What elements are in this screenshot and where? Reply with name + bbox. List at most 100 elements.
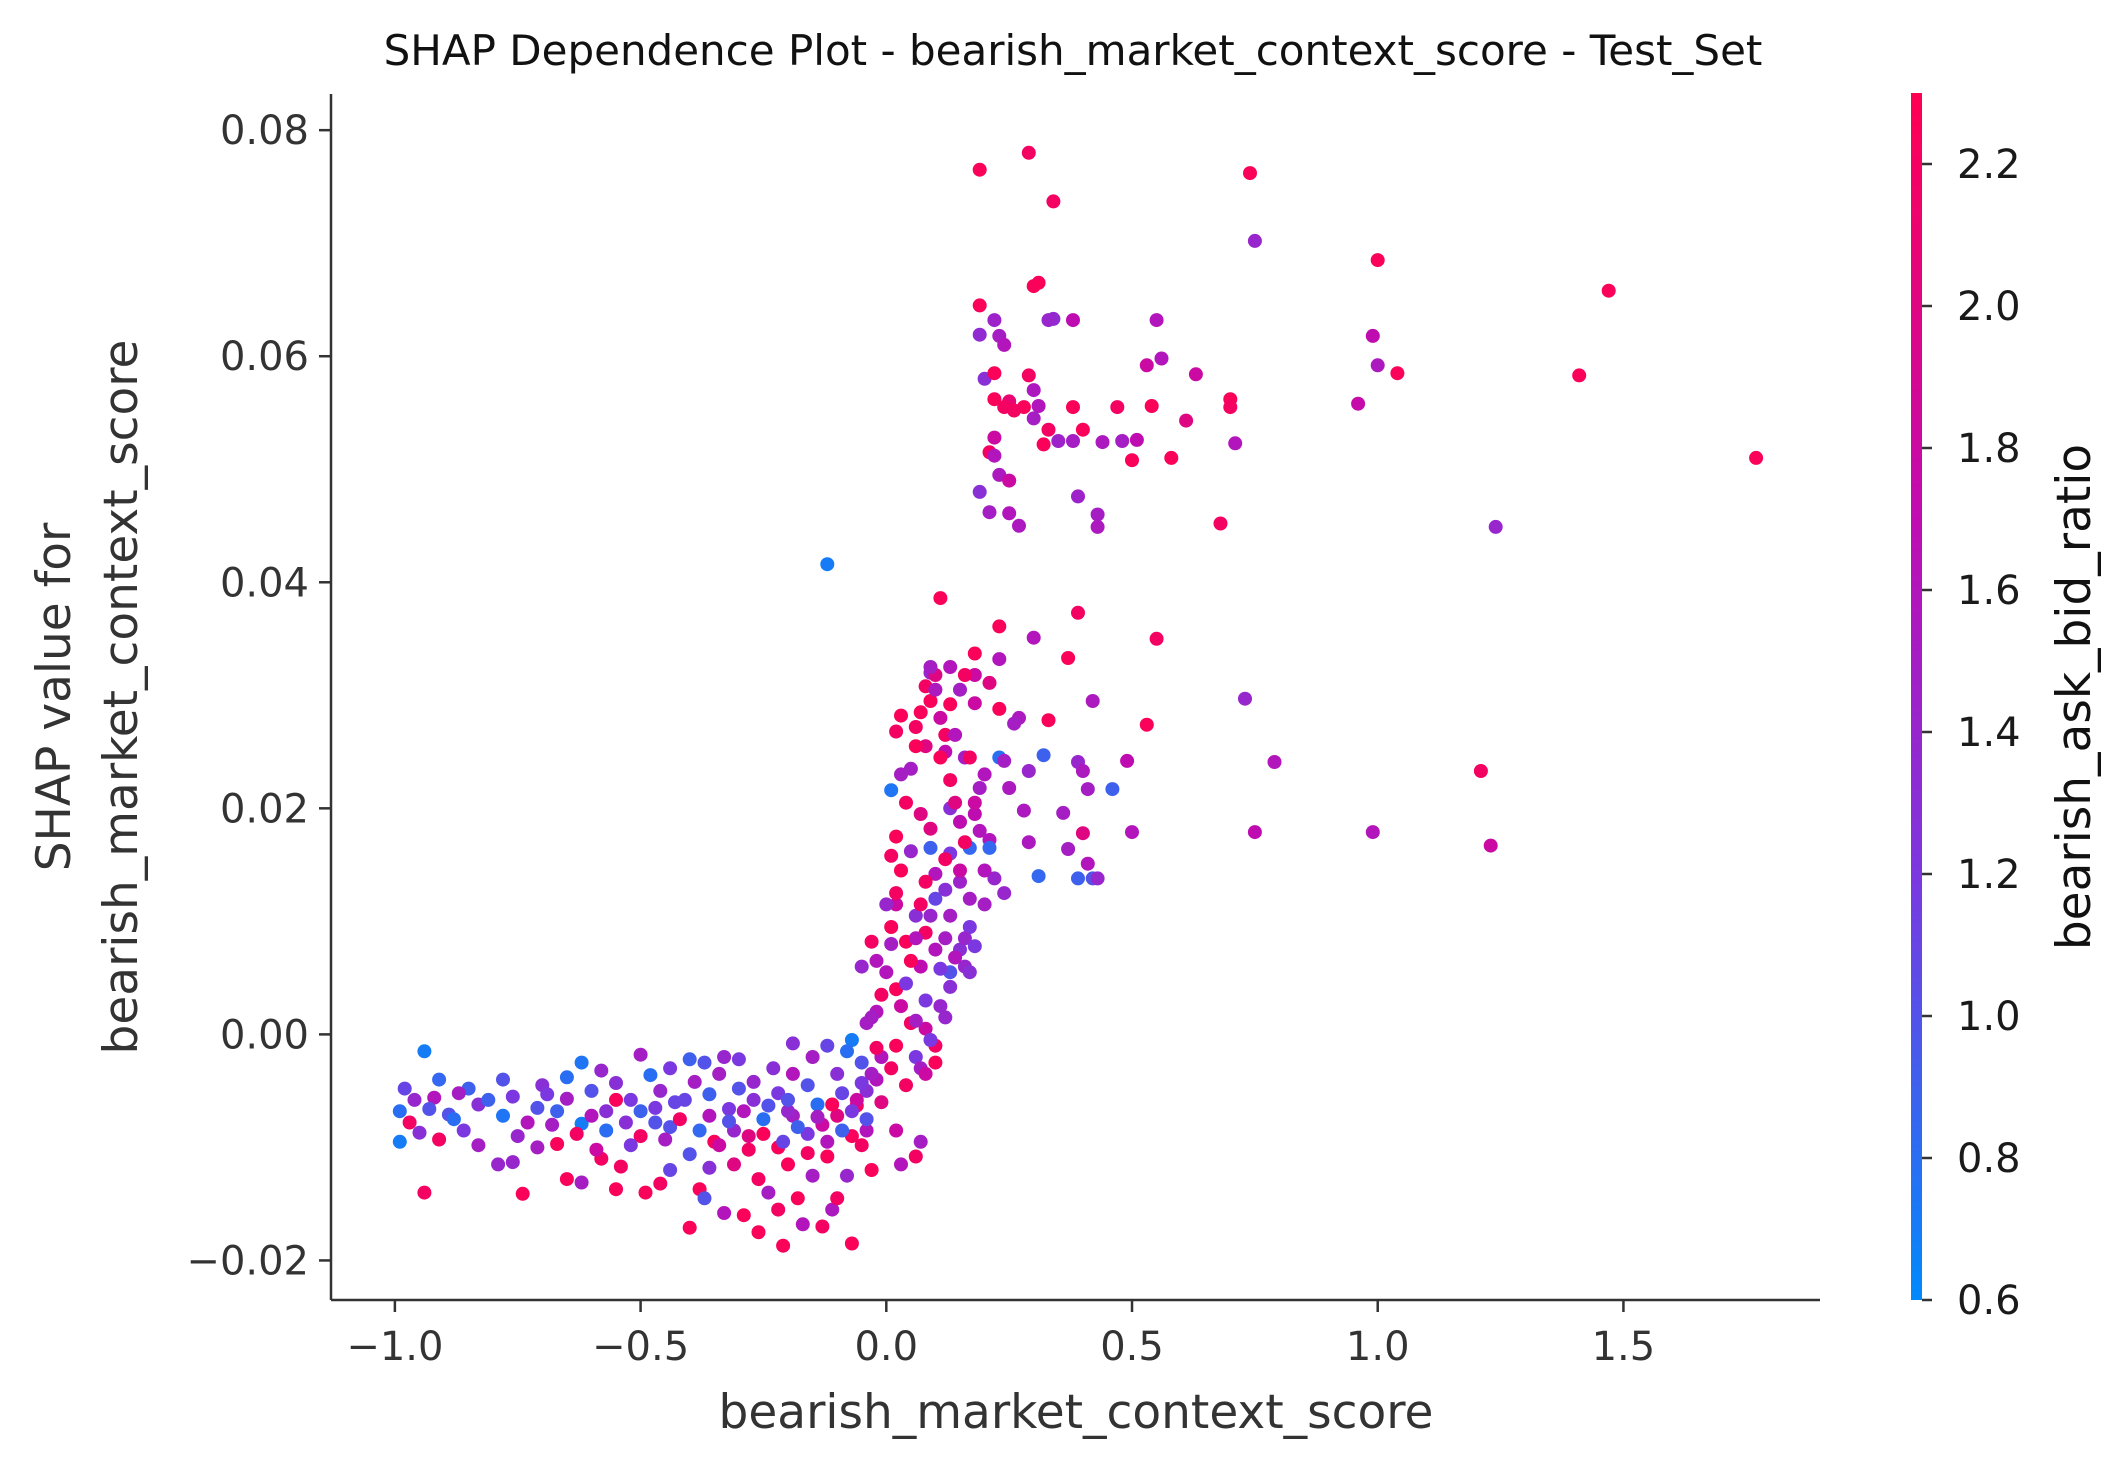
scatter-point xyxy=(1031,869,1046,884)
scatter-point xyxy=(1601,283,1616,298)
scatter-point xyxy=(751,1225,766,1240)
scatter-point xyxy=(889,1123,904,1138)
scatter-point xyxy=(1243,166,1257,181)
scatter-point xyxy=(854,1138,869,1153)
scatter-point xyxy=(987,366,1002,381)
scatter-point xyxy=(712,1138,727,1153)
scatter-point xyxy=(1179,413,1194,428)
scatter-point xyxy=(633,1047,648,1062)
scatter-point xyxy=(908,931,923,946)
scatter-point xyxy=(1080,856,1095,871)
scatter-point xyxy=(702,1087,717,1102)
scatter-point xyxy=(957,931,972,946)
scatter-point xyxy=(712,1066,727,1081)
scatter-point xyxy=(422,1102,437,1116)
scatter-point xyxy=(938,1010,953,1025)
scatter-point xyxy=(923,908,938,923)
scatter-point xyxy=(913,1134,928,1149)
scatter-point xyxy=(844,1033,859,1047)
scatter-point xyxy=(918,739,933,754)
scatter-point xyxy=(1007,716,1022,731)
scatter-point xyxy=(692,1123,707,1138)
scatter-point xyxy=(967,646,982,661)
scatter-point xyxy=(550,1137,565,1151)
scatter-point xyxy=(948,727,963,742)
scatter-point xyxy=(820,1038,835,1053)
scatter-point xyxy=(1090,519,1105,534)
colorbar-tick-label: 1.8 xyxy=(1957,426,2021,472)
scatter-point xyxy=(923,840,938,855)
scatter-point xyxy=(889,1038,904,1053)
scatter-point xyxy=(1223,400,1238,415)
scatter-point xyxy=(505,1089,520,1104)
scatter-point xyxy=(1046,194,1061,209)
scatter-point xyxy=(1164,450,1179,465)
scatter-point xyxy=(397,1081,412,1096)
scatter-point xyxy=(977,767,992,782)
scatter-point xyxy=(1129,432,1144,447)
scatter-point xyxy=(874,987,889,1002)
scatter-point xyxy=(967,807,982,821)
scatter-point xyxy=(623,1138,638,1153)
scatter-point xyxy=(967,939,982,954)
scatter-point xyxy=(722,1102,736,1116)
scatter-point xyxy=(894,1157,908,1172)
scatter-point xyxy=(761,1098,776,1113)
scatter-point xyxy=(781,1157,795,1172)
scatter-point xyxy=(864,1163,879,1177)
scatter-point xyxy=(432,1132,447,1147)
scatter-point xyxy=(559,1172,574,1187)
x-tick-label: −0.5 xyxy=(592,1324,689,1370)
scatter-point xyxy=(559,1070,574,1085)
scatter-point xyxy=(491,1157,506,1172)
x-tick-label: 0.0 xyxy=(854,1324,918,1370)
scatter-point xyxy=(987,392,1002,407)
colorbar-tick-label: 1.0 xyxy=(1957,994,2021,1040)
y-tick-label: 0.06 xyxy=(220,334,309,380)
scatter-point xyxy=(1213,516,1228,531)
scatter-point xyxy=(1247,233,1262,248)
scatter-point xyxy=(992,652,1007,667)
scatter-point xyxy=(805,1050,820,1064)
scatter-point xyxy=(613,1159,628,1174)
scatter-point xyxy=(972,327,987,342)
scatter-point xyxy=(795,1217,810,1232)
scatter-point xyxy=(717,1050,732,1064)
scatter-point xyxy=(609,1092,623,1107)
scatter-point xyxy=(633,1104,648,1119)
scatter-point xyxy=(923,660,938,674)
scatter-point xyxy=(776,1238,791,1253)
scatter-point xyxy=(859,1112,874,1127)
scatter-point xyxy=(1085,694,1100,708)
scatter-point xyxy=(1370,253,1385,268)
scatter-point xyxy=(668,1095,682,1110)
scatter-point xyxy=(451,1086,466,1101)
scatter-point xyxy=(928,866,943,881)
y-tick-label: −0.02 xyxy=(186,1238,309,1284)
scatter-point xyxy=(785,1036,800,1051)
scatter-point xyxy=(417,1044,432,1059)
scatter-point xyxy=(756,1112,771,1127)
colorbar-tick-label: 1.4 xyxy=(1957,710,2021,756)
scatter-point xyxy=(771,1202,786,1217)
scatter-point xyxy=(908,720,923,734)
scatter-point xyxy=(938,931,953,946)
scatter-point xyxy=(830,1066,845,1081)
scatter-point xyxy=(962,965,977,980)
colorbar xyxy=(1911,93,1922,1300)
scatter-point xyxy=(1238,691,1252,706)
scatter-point xyxy=(972,298,987,313)
scatter-point xyxy=(559,1091,574,1106)
y-tick-label: 0.08 xyxy=(220,108,309,154)
scatter-point xyxy=(663,1163,678,1177)
scatter-point xyxy=(1365,328,1380,343)
scatter-point xyxy=(790,1120,805,1135)
scatter-point xyxy=(874,1095,889,1110)
scatter-point xyxy=(687,1074,702,1089)
scatter-point xyxy=(962,920,977,934)
scatter-point xyxy=(1365,825,1380,840)
scatter-point xyxy=(1267,755,1282,769)
scatter-point xyxy=(1026,279,1041,294)
scatter-point xyxy=(1351,396,1366,411)
scatter-point xyxy=(594,1063,609,1078)
